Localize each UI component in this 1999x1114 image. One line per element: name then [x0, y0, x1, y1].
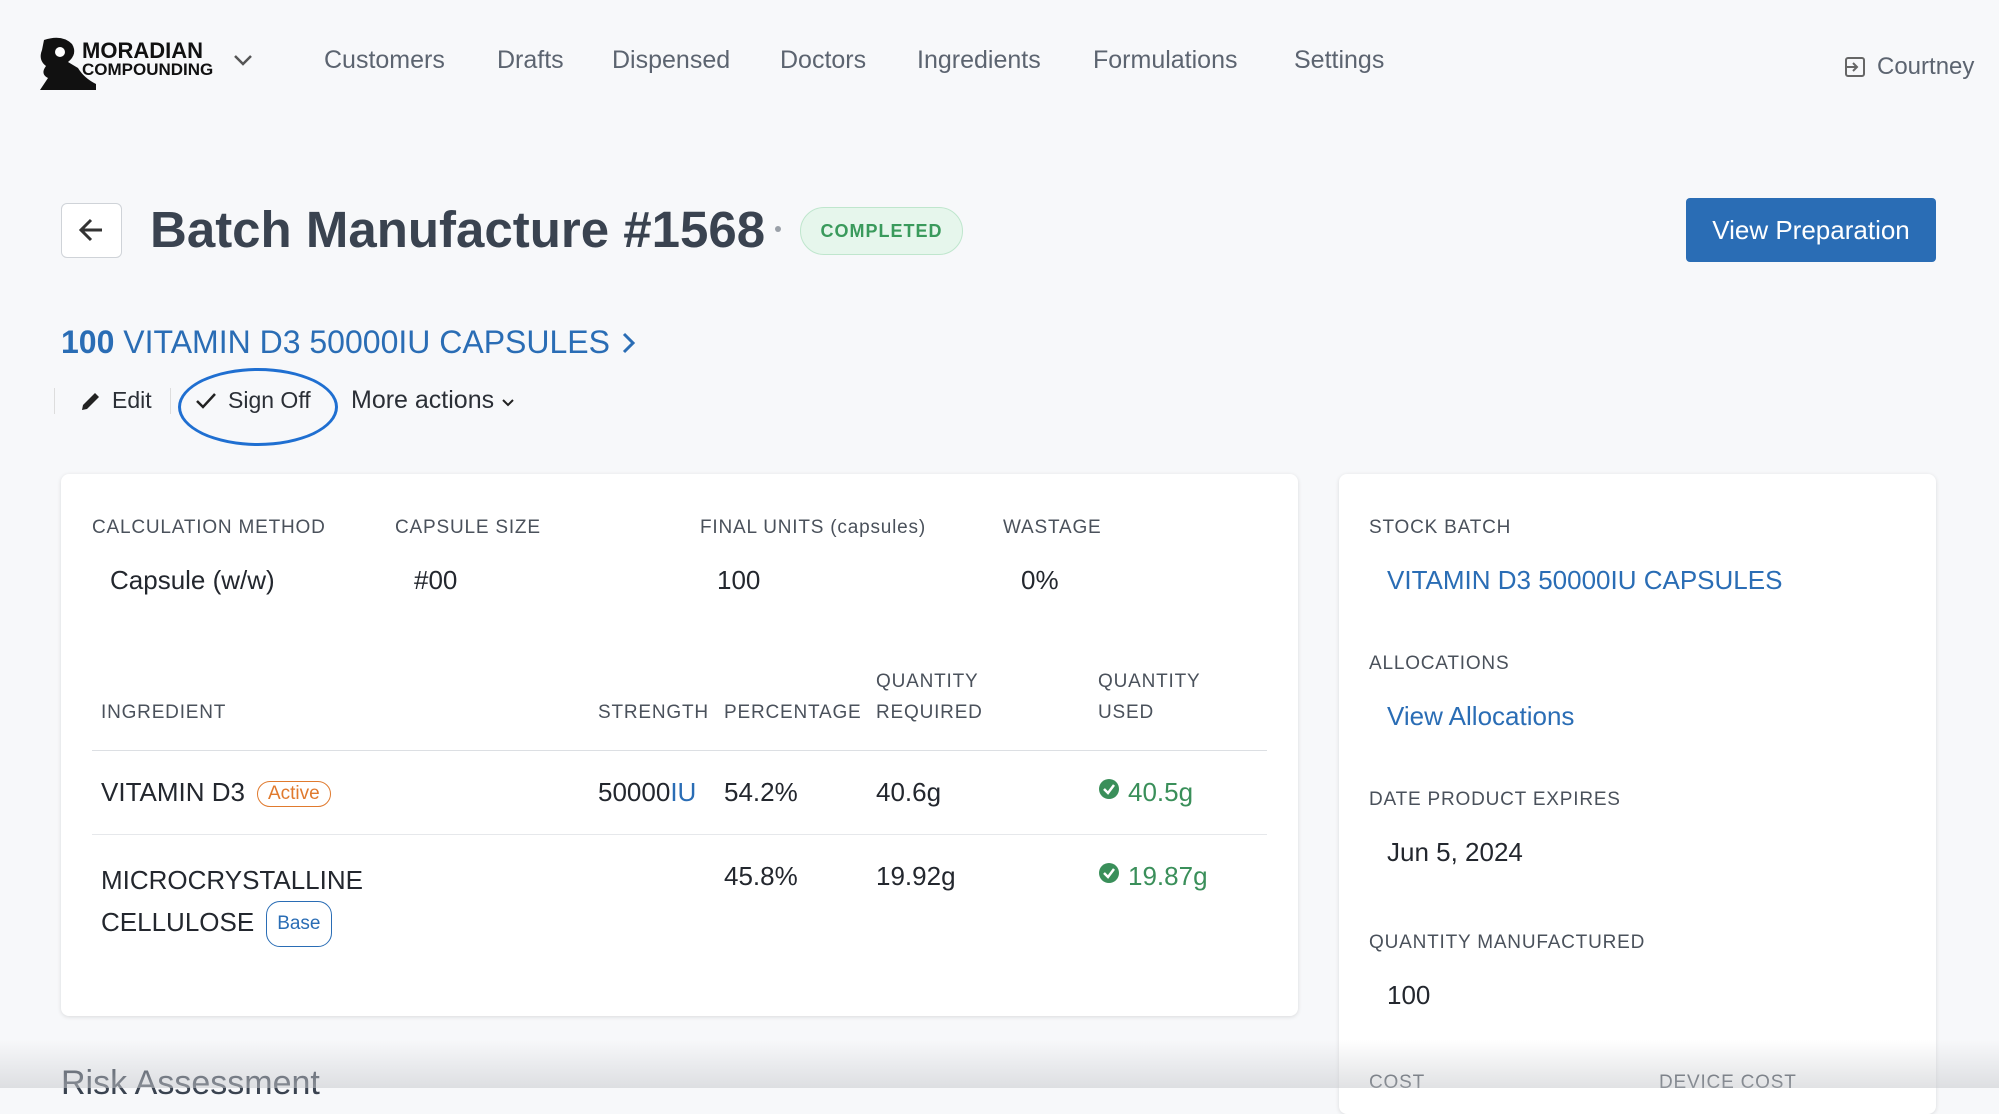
action-dropdown[interactable]: More actions — [351, 386, 515, 415]
brand-line: MORADIAN — [82, 38, 203, 63]
allocations-link[interactable]: View Allocations — [1387, 701, 1575, 731]
action-button[interactable]: Edit — [112, 387, 152, 413]
ingredient-text: VITAMIN D3 — [101, 777, 245, 807]
ingredient-text: MICROCRYSTALLINE CELLULOSE — [101, 865, 363, 937]
verified-icon — [1099, 863, 1119, 883]
ingredient-badge: Active — [256, 781, 331, 807]
highlight-circle — [178, 368, 338, 446]
nav-link[interactable]: Settings — [1294, 46, 1385, 74]
field-value: 100 — [1387, 980, 1431, 1010]
separator-dot — [775, 226, 781, 232]
ingredient-badge: Base — [266, 901, 332, 947]
nav-link[interactable]: Customers — [324, 46, 445, 74]
verified-icon — [1099, 779, 1119, 799]
strength-unit: IU — [670, 777, 697, 807]
bottom-fade — [0, 1040, 1999, 1088]
field-label: FINAL UNITS (capsules) — [700, 517, 926, 538]
field-label: CAPSULE SIZE — [395, 517, 541, 538]
chevron-right — [622, 332, 635, 354]
field-label: ALLOCATIONS — [1369, 653, 1510, 674]
table-header: QUANTITY REQUIRED — [876, 671, 983, 723]
product-quantity: 100 — [61, 324, 115, 360]
ingredient-name: VITAMIN D3 Active — [101, 777, 331, 808]
field-label: STOCK BATCH — [1369, 517, 1512, 538]
ingredient-name: MICROCRYSTALLINE CELLULOSE Base — [101, 859, 401, 947]
table-header: PERCENTAGE — [724, 702, 862, 723]
nav-link[interactable]: Drafts — [497, 46, 564, 74]
back-button[interactable] — [61, 203, 122, 258]
stock-batch-link[interactable]: VITAMIN D3 50000IU CAPSULES — [1387, 565, 1783, 595]
check-icon[interactable] — [194, 390, 218, 412]
table-header: INGREDIENT — [101, 702, 227, 723]
divider — [54, 388, 55, 414]
stock-card — [1339, 474, 1936, 1114]
quantity-required: 19.92g — [876, 861, 956, 891]
back-arrow — [78, 218, 102, 242]
nav-link[interactable]: Formulations — [1093, 46, 1238, 74]
percentage: 45.8% — [724, 861, 798, 891]
nav-link[interactable]: Doctors — [780, 46, 867, 74]
status-badge: COMPLETED — [800, 207, 963, 255]
quantity-used: 40.5g — [1128, 777, 1194, 807]
percentage: 54.2% — [724, 777, 798, 807]
quantity-required: 40.6g — [876, 777, 942, 807]
field-label: QUANTITY MANUFACTURED — [1369, 932, 1646, 953]
brand-line: COMPOUNDING — [82, 60, 214, 79]
logo[interactable]: MORADIAN COMPOUNDING — [38, 34, 213, 90]
field-value: Jun 5, 2024 — [1387, 837, 1523, 867]
table-header: STRENGTH — [598, 702, 709, 723]
edit-icon[interactable] — [79, 389, 103, 413]
brand-chevron[interactable] — [232, 52, 254, 68]
primary-button[interactable]: View Preparation — [1686, 198, 1936, 262]
user-name[interactable]: Courtney — [1877, 53, 1975, 80]
page-title: Batch Manufacture #1568 — [150, 201, 766, 258]
field-value: 0% — [1021, 565, 1059, 595]
logout-icon[interactable] — [1843, 55, 1867, 79]
field-value: 100 — [717, 565, 761, 595]
nav-link[interactable]: Dispensed — [612, 46, 731, 74]
field-value: #00 — [414, 565, 458, 595]
field-label: CALCULATION METHOD — [92, 517, 326, 538]
field-label: DATE PRODUCT EXPIRES — [1369, 789, 1621, 810]
action-label: More actions — [351, 386, 495, 414]
field-label: WASTAGE — [1003, 517, 1102, 538]
logo-icon — [40, 37, 96, 90]
strength-value: 50000 — [598, 777, 671, 807]
table-header: QUANTITY USED — [1098, 671, 1201, 723]
action-button[interactable]: Sign Off — [228, 387, 311, 413]
nav-link[interactable]: Ingredients — [917, 46, 1041, 74]
page: MORADIAN COMPOUNDING Customers Drafts Di… — [0, 34, 1999, 1102]
product-link[interactable]: 100 VITAMIN D3 50000IU CAPSULES — [61, 324, 639, 361]
strength: 50000IU — [598, 777, 696, 808]
divider — [170, 388, 171, 414]
table-divider — [92, 750, 1267, 751]
quantity-used: 19.87g — [1128, 861, 1208, 891]
product-name: VITAMIN D3 50000IU CAPSULES — [123, 324, 610, 360]
row-divider — [92, 834, 1267, 835]
field-value: Capsule (w/w) — [110, 565, 275, 595]
caret — [502, 399, 514, 407]
